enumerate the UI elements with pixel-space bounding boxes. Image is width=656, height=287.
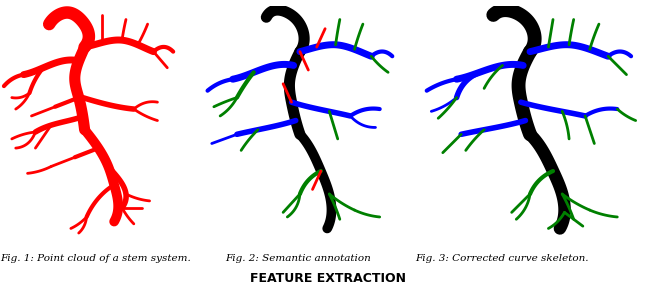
Text: Fig. 1: Point cloud of a stem system.: Fig. 1: Point cloud of a stem system. xyxy=(0,254,190,263)
Text: Fig. 3: Corrected curve skeleton.: Fig. 3: Corrected curve skeleton. xyxy=(415,254,588,263)
Text: Fig. 2: Semantic annotation: Fig. 2: Semantic annotation xyxy=(226,254,371,263)
Text: FEATURE EXTRACTION: FEATURE EXTRACTION xyxy=(250,272,406,285)
